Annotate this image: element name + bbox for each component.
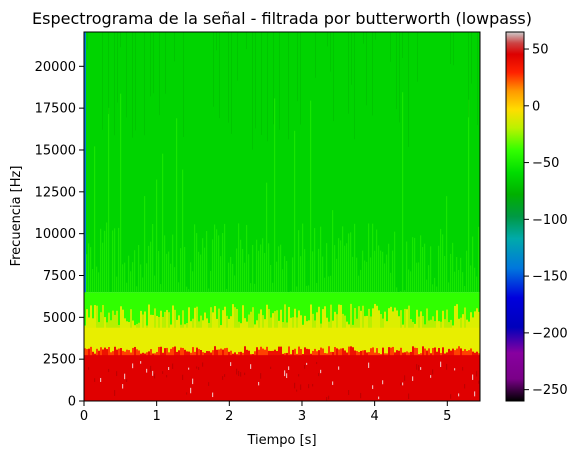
x-tick-label: 1 [153,409,161,424]
colorbar-tick-label: 0 [532,99,540,114]
x-tick-label: 2 [225,409,233,424]
colorbar-tick-label: −50 [532,156,559,171]
y-tick-label: 0 [68,395,76,410]
colorbar-tick-label: −100 [532,213,568,228]
y-tick-label: 20000 [35,60,76,75]
colorbar-tick-label: 50 [532,43,549,58]
x-axis-label: Tiempo [s] [246,433,316,448]
colorbar-tick-label: −250 [532,383,568,398]
x-tick-label: 4 [371,409,379,424]
colorbar [506,32,524,401]
x-tick-label: 3 [298,409,306,424]
y-tick-label: 7500 [43,269,76,284]
band-low-red [84,354,480,401]
x-tick-label: 5 [443,409,451,424]
spectrogram-plot [84,32,480,402]
x-tick-label: 0 [80,409,88,424]
chart-title: Espectrograma de la señal - filtrada por… [32,9,532,28]
y-tick-label: 12500 [35,185,76,200]
y-tick-label: 2500 [43,353,76,368]
colorbar-tick-label: −200 [532,326,568,341]
y-tick-label: 17500 [35,102,76,117]
colorbar-tick-label: −150 [532,270,568,285]
x-axis-ticks: 0 1 2 3 4 5 [80,401,452,424]
y-tick-label: 15000 [35,143,76,158]
colorbar-ticks: 50 0 −50 −100 −150 −200 −250 [524,43,568,399]
y-axis-ticks: 0 2500 5000 7500 10000 12500 15000 17500 20000 [35,60,84,410]
y-tick-label: 10000 [35,227,76,242]
y-tick-label: 5000 [43,311,76,326]
y-axis-label: Frecuencia [Hz] [9,166,24,267]
